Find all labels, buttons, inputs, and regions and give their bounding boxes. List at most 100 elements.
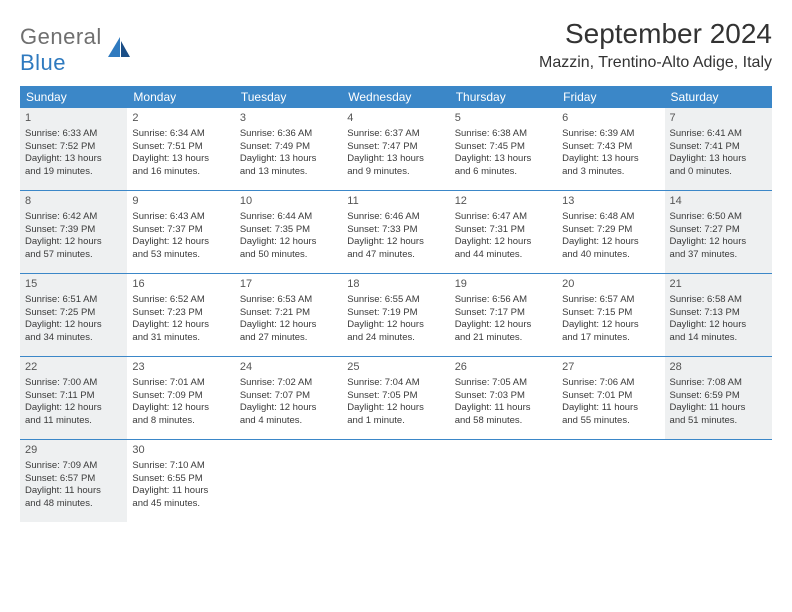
day-line: and 37 minutes. bbox=[670, 249, 767, 262]
day-line: Sunrise: 7:01 AM bbox=[132, 377, 229, 390]
day-line: and 48 minutes. bbox=[25, 498, 122, 511]
day-line: Sunset: 7:29 PM bbox=[562, 224, 659, 237]
day-line: and 50 minutes. bbox=[240, 249, 337, 262]
day-line: and 1 minute. bbox=[347, 415, 444, 428]
day-number: 8 bbox=[25, 194, 122, 209]
dow-sunday: Sunday bbox=[20, 86, 127, 108]
day-line: and 44 minutes. bbox=[455, 249, 552, 262]
day-cell: 27Sunrise: 7:06 AMSunset: 7:01 PMDayligh… bbox=[557, 357, 664, 439]
day-line: Sunset: 7:23 PM bbox=[132, 307, 229, 320]
day-line: Sunrise: 6:50 AM bbox=[670, 211, 767, 224]
dow-friday: Friday bbox=[557, 86, 664, 108]
day-line: Sunrise: 6:43 AM bbox=[132, 211, 229, 224]
day-number: 5 bbox=[455, 111, 552, 126]
day-line: Sunrise: 7:08 AM bbox=[670, 377, 767, 390]
day-line: and 34 minutes. bbox=[25, 332, 122, 345]
day-cell: 21Sunrise: 6:58 AMSunset: 7:13 PMDayligh… bbox=[665, 274, 772, 356]
day-cell: 15Sunrise: 6:51 AMSunset: 7:25 PMDayligh… bbox=[20, 274, 127, 356]
day-number: 10 bbox=[240, 194, 337, 209]
day-line: Sunrise: 6:37 AM bbox=[347, 128, 444, 141]
day-cell: 9Sunrise: 6:43 AMSunset: 7:37 PMDaylight… bbox=[127, 191, 234, 273]
day-line: and 31 minutes. bbox=[132, 332, 229, 345]
day-number: 3 bbox=[240, 111, 337, 126]
day-line: Sunrise: 7:10 AM bbox=[132, 460, 229, 473]
day-cell: 11Sunrise: 6:46 AMSunset: 7:33 PMDayligh… bbox=[342, 191, 449, 273]
day-line: Sunset: 6:57 PM bbox=[25, 473, 122, 486]
day-line: Daylight: 12 hours bbox=[455, 236, 552, 249]
day-line: Sunset: 7:27 PM bbox=[670, 224, 767, 237]
day-line: Sunrise: 7:09 AM bbox=[25, 460, 122, 473]
day-cell: 13Sunrise: 6:48 AMSunset: 7:29 PMDayligh… bbox=[557, 191, 664, 273]
day-number: 24 bbox=[240, 360, 337, 375]
day-line: and 13 minutes. bbox=[240, 166, 337, 179]
day-line: Sunrise: 6:58 AM bbox=[670, 294, 767, 307]
day-line: Sunset: 7:19 PM bbox=[347, 307, 444, 320]
empty-cell bbox=[450, 440, 557, 522]
day-line: Sunset: 7:41 PM bbox=[670, 141, 767, 154]
day-line: Sunset: 7:51 PM bbox=[132, 141, 229, 154]
month-title: September 2024 bbox=[539, 18, 772, 50]
day-line: Sunset: 7:52 PM bbox=[25, 141, 122, 154]
day-line: and 3 minutes. bbox=[562, 166, 659, 179]
day-line: Sunset: 6:59 PM bbox=[670, 390, 767, 403]
logo-word-1: General bbox=[20, 24, 102, 49]
day-line: Sunrise: 6:33 AM bbox=[25, 128, 122, 141]
day-cell: 28Sunrise: 7:08 AMSunset: 6:59 PMDayligh… bbox=[665, 357, 772, 439]
day-line: Daylight: 13 hours bbox=[562, 153, 659, 166]
day-cell: 6Sunrise: 6:39 AMSunset: 7:43 PMDaylight… bbox=[557, 108, 664, 190]
day-number: 13 bbox=[562, 194, 659, 209]
day-line: Daylight: 11 hours bbox=[562, 402, 659, 415]
day-number: 9 bbox=[132, 194, 229, 209]
day-line: Daylight: 11 hours bbox=[455, 402, 552, 415]
day-line: and 24 minutes. bbox=[347, 332, 444, 345]
day-number: 1 bbox=[25, 111, 122, 126]
logo-text: General Blue bbox=[20, 24, 102, 76]
day-number: 30 bbox=[132, 443, 229, 458]
day-number: 18 bbox=[347, 277, 444, 292]
day-line: Sunrise: 6:34 AM bbox=[132, 128, 229, 141]
day-number: 16 bbox=[132, 277, 229, 292]
empty-cell bbox=[235, 440, 342, 522]
day-line: and 17 minutes. bbox=[562, 332, 659, 345]
day-number: 2 bbox=[132, 111, 229, 126]
sail-icon bbox=[106, 35, 132, 64]
day-line: Sunrise: 6:47 AM bbox=[455, 211, 552, 224]
day-number: 15 bbox=[25, 277, 122, 292]
day-line: Sunset: 7:03 PM bbox=[455, 390, 552, 403]
day-line: Sunset: 7:17 PM bbox=[455, 307, 552, 320]
day-line: Daylight: 13 hours bbox=[240, 153, 337, 166]
day-line: Sunset: 7:43 PM bbox=[562, 141, 659, 154]
day-cell: 26Sunrise: 7:05 AMSunset: 7:03 PMDayligh… bbox=[450, 357, 557, 439]
day-cell: 23Sunrise: 7:01 AMSunset: 7:09 PMDayligh… bbox=[127, 357, 234, 439]
title-block: September 2024 Mazzin, Trentino-Alto Adi… bbox=[539, 18, 772, 72]
header: General Blue September 2024 Mazzin, Tren… bbox=[20, 18, 772, 76]
day-number: 25 bbox=[347, 360, 444, 375]
dow-wednesday: Wednesday bbox=[342, 86, 449, 108]
day-line: Sunset: 7:31 PM bbox=[455, 224, 552, 237]
day-cell: 1Sunrise: 6:33 AMSunset: 7:52 PMDaylight… bbox=[20, 108, 127, 190]
day-number: 22 bbox=[25, 360, 122, 375]
day-cell: 16Sunrise: 6:52 AMSunset: 7:23 PMDayligh… bbox=[127, 274, 234, 356]
day-line: Daylight: 12 hours bbox=[25, 236, 122, 249]
dow-monday: Monday bbox=[127, 86, 234, 108]
day-cell: 24Sunrise: 7:02 AMSunset: 7:07 PMDayligh… bbox=[235, 357, 342, 439]
day-line: Daylight: 12 hours bbox=[670, 319, 767, 332]
day-line: Sunset: 7:11 PM bbox=[25, 390, 122, 403]
day-line: Sunrise: 7:05 AM bbox=[455, 377, 552, 390]
day-line: Daylight: 12 hours bbox=[670, 236, 767, 249]
day-line: and 8 minutes. bbox=[132, 415, 229, 428]
location: Mazzin, Trentino-Alto Adige, Italy bbox=[539, 54, 772, 72]
day-line: Sunset: 7:01 PM bbox=[562, 390, 659, 403]
day-number: 17 bbox=[240, 277, 337, 292]
day-cell: 25Sunrise: 7:04 AMSunset: 7:05 PMDayligh… bbox=[342, 357, 449, 439]
day-line: Sunrise: 6:51 AM bbox=[25, 294, 122, 307]
day-line: and 51 minutes. bbox=[670, 415, 767, 428]
day-cell: 22Sunrise: 7:00 AMSunset: 7:11 PMDayligh… bbox=[20, 357, 127, 439]
day-line: Daylight: 13 hours bbox=[455, 153, 552, 166]
day-cell: 8Sunrise: 6:42 AMSunset: 7:39 PMDaylight… bbox=[20, 191, 127, 273]
day-line: Daylight: 13 hours bbox=[670, 153, 767, 166]
day-line: Sunrise: 6:42 AM bbox=[25, 211, 122, 224]
day-line: and 58 minutes. bbox=[455, 415, 552, 428]
day-number: 4 bbox=[347, 111, 444, 126]
day-number: 28 bbox=[670, 360, 767, 375]
